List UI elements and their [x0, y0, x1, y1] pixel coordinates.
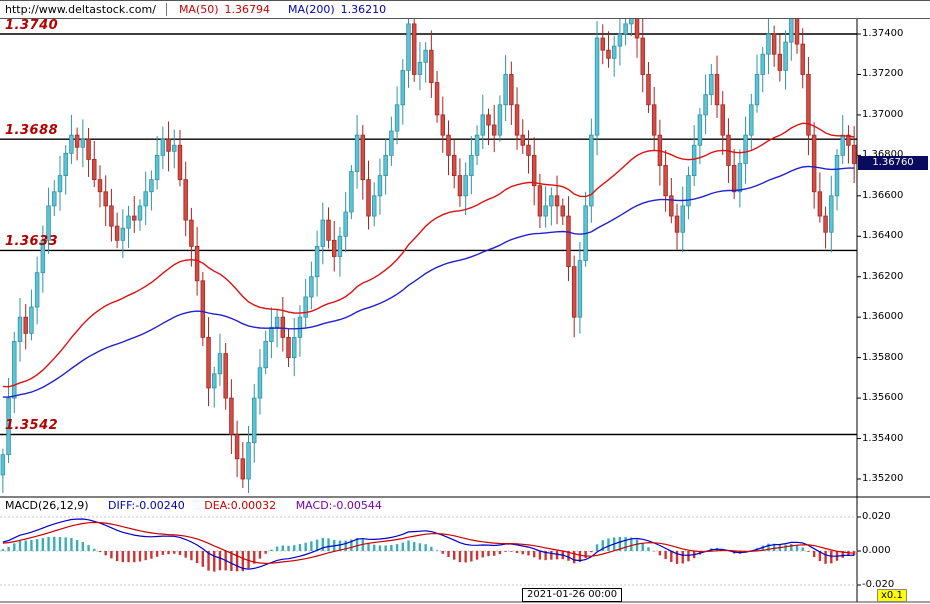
macd-axis-tick: 0.020: [862, 511, 891, 522]
time-axis-label: 2021-01-26 00:00: [522, 588, 623, 602]
price-axis-tick: 1.35200: [862, 472, 904, 484]
price-axis-tick: 1.36600: [862, 189, 904, 201]
ma200-value: 1.36210: [340, 3, 387, 16]
price-axis-tick: 1.35600: [862, 392, 904, 404]
level-label: 1.3688: [5, 123, 59, 139]
macd-axis-tick: -0.020: [862, 579, 895, 590]
price-axis-tick: 1.35400: [862, 432, 904, 444]
ma50-value: 1.36794: [224, 3, 271, 16]
level-label: 1.3542: [5, 418, 59, 434]
last-price-badge: 1.36760: [858, 156, 928, 171]
ma50-label: MA(50): [178, 3, 219, 16]
price-axis-tick: 1.36200: [862, 270, 904, 282]
macd-macd-value: MACD:-0.00544: [295, 499, 382, 512]
ma200-label: MA(200): [288, 3, 335, 16]
price-axis-tick: 1.36000: [862, 311, 904, 323]
chart-header: http://www.deltastock.com/ MA(50) 1.3679…: [0, 0, 930, 19]
price-axis-tick: 1.35800: [862, 351, 904, 363]
macd-header: MACD(26,12,9) DIFF:-0.00240 DEA:0.00032 …: [5, 499, 398, 512]
level-label: 1.3740: [5, 18, 59, 33]
price-axis-tick: 1.36800: [862, 149, 904, 161]
price-axis-tick: 1.37400: [862, 28, 904, 39]
price-axis-tick: 1.37000: [862, 108, 904, 120]
macd-axis-tick: 0.000: [862, 545, 891, 556]
price-axis-tick: 1.36400: [862, 230, 904, 242]
source-url[interactable]: http://www.deltastock.com/: [0, 3, 167, 16]
price-axis-tick: 1.37200: [862, 68, 904, 80]
macd-diff-value: DIFF:-0.00240: [108, 499, 185, 512]
macd-dea-value: DEA:0.00032: [204, 499, 277, 512]
scale-multiplier-badge: x0.1: [877, 589, 907, 602]
level-label: 1.3633: [5, 234, 59, 250]
macd-title: MACD(26,12,9): [5, 499, 89, 512]
